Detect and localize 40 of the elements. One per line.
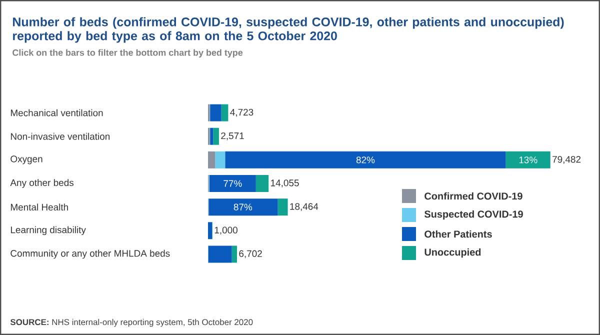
annotation: 14,055 [271,180,299,188]
y-tick-label: Any other beds [10,179,74,188]
bar [225,151,506,168]
bar [208,198,278,216]
bar [278,198,288,216]
annotation: 82% [356,156,375,164]
bar [232,246,238,263]
annotation: 6,702 [239,250,262,258]
text: SOURCE: NHS internal-only reporting system, 5th October 2020 [10,318,253,327]
y-tick-label: Community or any other MHLDA beds [10,250,170,259]
annotation: 77% [224,180,242,187]
legend-label: Suspected COVID-19 [424,210,523,220]
annotation: 18,464 [290,203,318,211]
y-tick-label: Learning disability [10,226,86,236]
annotation: 1,000 [214,226,238,235]
annotation: 2,571 [221,132,244,140]
y-tick-label: Non-invasive ventilation [10,132,110,140]
annotation: 79,482 [552,156,581,164]
legend-label: Unoccupied [424,248,481,258]
annotation: 4,723 [230,108,254,117]
annotation: 13% [519,156,538,164]
bar [256,174,269,192]
bar [208,246,232,263]
annotation: 87% [234,204,252,210]
y-tick-label: Mechanical ventilation [10,109,103,116]
bar [213,128,219,145]
y-tick-label: Oxygen [10,156,42,164]
bar [215,151,226,168]
text: Click on the bars to filter the bottom chart by bed type [12,49,243,58]
bar [209,174,256,192]
bar [506,151,550,168]
bar [210,104,222,122]
bar [221,104,228,122]
y-tick-label: Mental Health [10,204,68,211]
bar [208,222,212,240]
chart-title: Number of beds (confirmed COVID-19, suspected COVID-19, other patients and unoccupied) reported by bed type as of 8am on the 5 October 2020 [13,17,564,43]
legend-label: Other Patients [424,230,492,238]
legend-label: Confirmed COVID-19 [424,192,522,200]
bar [208,151,216,168]
bar [210,128,214,145]
